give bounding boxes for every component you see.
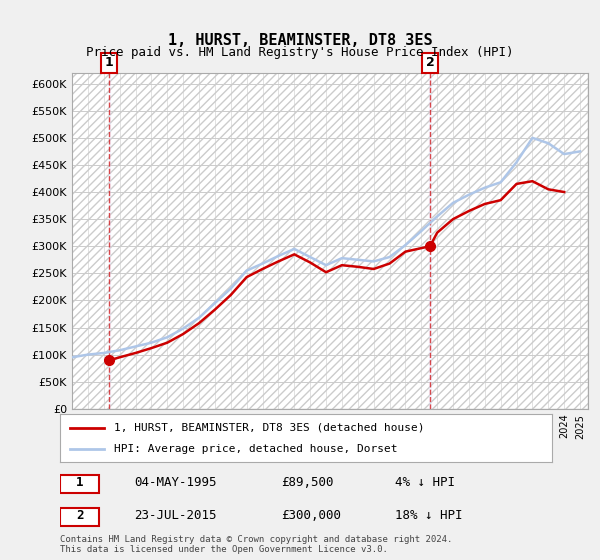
Bar xyxy=(429,73,431,409)
Text: Price paid vs. HM Land Registry's House Price Index (HPI): Price paid vs. HM Land Registry's House … xyxy=(86,46,514,59)
Text: 2: 2 xyxy=(76,509,83,522)
Text: 04-MAY-1995: 04-MAY-1995 xyxy=(134,476,217,489)
Text: HPI: Average price, detached house, Dorset: HPI: Average price, detached house, Dors… xyxy=(114,444,398,454)
Text: £89,500: £89,500 xyxy=(281,476,334,489)
Text: £300,000: £300,000 xyxy=(281,509,341,522)
Text: 18% ↓ HPI: 18% ↓ HPI xyxy=(395,509,462,522)
Text: 1: 1 xyxy=(76,476,83,489)
FancyBboxPatch shape xyxy=(60,475,100,493)
FancyBboxPatch shape xyxy=(60,508,100,526)
Text: 1, HURST, BEAMINSTER, DT8 3ES (detached house): 1, HURST, BEAMINSTER, DT8 3ES (detached … xyxy=(114,423,425,433)
Text: Contains HM Land Registry data © Crown copyright and database right 2024.
This d: Contains HM Land Registry data © Crown c… xyxy=(60,535,452,554)
Text: 1, HURST, BEAMINSTER, DT8 3ES: 1, HURST, BEAMINSTER, DT8 3ES xyxy=(167,32,433,48)
Text: 4% ↓ HPI: 4% ↓ HPI xyxy=(395,476,455,489)
Text: 23-JUL-2015: 23-JUL-2015 xyxy=(134,509,217,522)
Text: 1: 1 xyxy=(105,57,113,69)
Bar xyxy=(109,73,110,409)
Text: 2: 2 xyxy=(425,57,434,69)
